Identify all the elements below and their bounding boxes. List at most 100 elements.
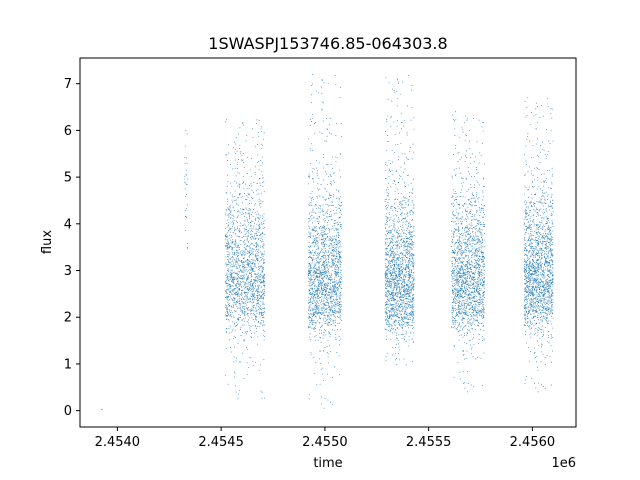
data-point xyxy=(310,216,312,218)
data-point xyxy=(258,325,260,327)
data-point xyxy=(407,290,409,292)
data-point xyxy=(253,304,255,306)
data-point xyxy=(234,227,235,229)
data-point xyxy=(247,263,249,264)
data-point xyxy=(263,260,265,261)
data-point xyxy=(409,253,411,255)
data-point xyxy=(402,207,404,209)
data-point xyxy=(330,181,332,183)
data-point xyxy=(323,319,324,321)
data-point xyxy=(320,284,322,286)
data-point xyxy=(229,315,231,317)
data-point xyxy=(333,315,335,317)
data-point xyxy=(331,167,333,169)
data-point xyxy=(308,213,310,215)
data-point xyxy=(234,241,236,243)
data-point xyxy=(235,143,237,145)
data-point xyxy=(319,350,321,352)
data-point xyxy=(335,227,337,229)
data-point xyxy=(403,162,405,164)
data-point xyxy=(249,282,251,283)
data-point xyxy=(413,341,415,343)
data-point xyxy=(396,215,398,217)
data-point xyxy=(241,310,242,312)
data-point xyxy=(339,292,341,294)
data-point xyxy=(406,230,408,232)
data-point xyxy=(329,183,331,185)
data-point xyxy=(410,210,412,212)
data-point xyxy=(232,265,234,267)
data-point xyxy=(400,205,402,207)
data-point xyxy=(229,246,230,248)
data-point xyxy=(255,220,256,222)
data-point xyxy=(323,156,324,158)
data-point xyxy=(410,281,412,283)
data-point xyxy=(252,286,254,288)
data-point xyxy=(322,373,324,375)
data-point xyxy=(404,289,406,291)
data-point xyxy=(249,212,251,214)
data-point xyxy=(327,356,329,358)
data-point xyxy=(396,79,398,81)
data-point xyxy=(325,283,327,285)
data-point xyxy=(402,239,404,241)
data-point xyxy=(325,140,327,142)
data-point xyxy=(338,284,340,286)
data-point xyxy=(319,383,321,385)
data-point xyxy=(253,314,255,316)
data-point xyxy=(412,325,414,327)
data-point xyxy=(386,205,387,206)
data-point xyxy=(313,282,315,284)
data-point xyxy=(261,126,263,128)
data-point xyxy=(233,283,235,284)
data-point xyxy=(324,315,326,317)
data-point xyxy=(411,263,413,265)
data-point xyxy=(326,294,328,296)
data-point xyxy=(405,298,407,299)
data-point xyxy=(315,300,317,302)
data-point xyxy=(321,272,322,274)
data-point xyxy=(396,283,398,285)
data-point xyxy=(393,294,394,296)
data-point xyxy=(318,262,320,263)
data-point xyxy=(229,209,231,211)
data-point xyxy=(331,311,333,313)
data-point xyxy=(321,299,322,301)
data-point xyxy=(327,314,329,316)
data-point xyxy=(312,209,314,211)
data-point xyxy=(340,319,342,321)
data-point xyxy=(231,276,233,278)
data-point xyxy=(324,233,326,235)
data-point xyxy=(340,277,342,279)
data-point xyxy=(385,278,387,280)
data-point xyxy=(260,322,262,324)
data-point xyxy=(326,311,327,313)
data-point xyxy=(261,143,263,145)
data-point xyxy=(333,209,335,211)
data-point xyxy=(329,322,330,323)
data-point xyxy=(328,278,330,280)
data-point xyxy=(388,226,390,228)
data-point xyxy=(260,237,262,239)
data-point xyxy=(308,236,309,238)
data-point xyxy=(239,293,241,295)
data-point xyxy=(318,228,320,229)
data-point xyxy=(185,215,187,217)
data-point xyxy=(331,243,332,245)
data-point xyxy=(412,283,414,285)
data-point xyxy=(250,308,252,310)
data-point xyxy=(256,235,258,236)
data-point xyxy=(394,266,396,268)
data-point xyxy=(332,293,334,295)
data-point xyxy=(258,214,260,216)
data-point xyxy=(327,279,329,281)
data-point xyxy=(224,307,226,308)
data-point xyxy=(324,287,326,289)
data-point xyxy=(248,185,250,187)
data-point xyxy=(311,287,313,289)
data-point xyxy=(391,100,393,102)
data-point xyxy=(412,275,414,276)
data-point xyxy=(400,93,402,95)
data-point xyxy=(413,241,415,243)
data-point xyxy=(244,242,246,244)
